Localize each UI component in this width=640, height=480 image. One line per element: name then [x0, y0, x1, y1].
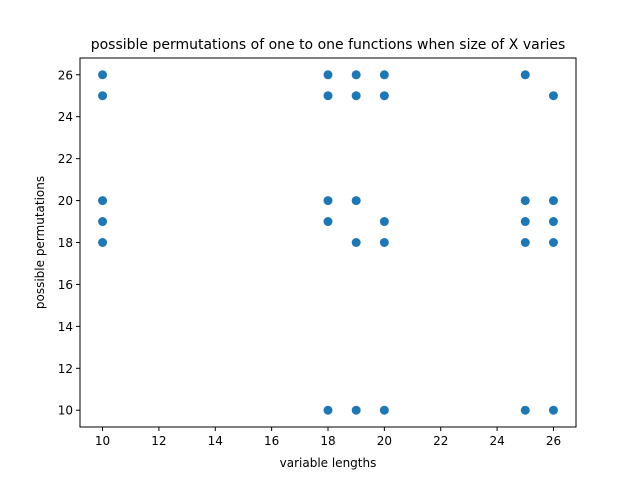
chart-title: possible permutations of one to one func…: [91, 37, 566, 53]
data-point: [98, 196, 108, 206]
y-axis-label: possible permutations: [33, 176, 47, 309]
x-tick-label: 14: [208, 434, 223, 448]
data-point: [379, 70, 389, 80]
x-tick-label: 10: [95, 434, 110, 448]
data-point: [98, 238, 108, 247]
data-point: [379, 91, 389, 101]
y-tick-label: 26: [58, 68, 73, 82]
y-tick-label: 18: [58, 236, 73, 250]
y-tick-label: 22: [58, 152, 73, 166]
x-tick-label: 24: [489, 434, 504, 448]
data-point: [520, 196, 530, 206]
data-point: [98, 70, 108, 80]
axis-ticks: 10 12 14 16 18 20 22 24 26 10 12 14 16 18 20 22 24 26: [58, 68, 561, 448]
x-tick-label: 12: [151, 434, 166, 448]
x-tick-label: 18: [320, 434, 335, 448]
data-point: [351, 405, 361, 415]
data-point: [351, 70, 361, 80]
data-point: [323, 196, 333, 206]
data-point: [548, 91, 558, 101]
data-point: [548, 405, 558, 415]
data-point: [351, 196, 361, 206]
data-point: [379, 238, 389, 247]
x-tick-label: 16: [264, 434, 279, 448]
data-point: [98, 91, 108, 101]
data-point: [351, 91, 361, 101]
data-point: [520, 238, 530, 247]
data-point: [548, 217, 558, 227]
data-point: [379, 217, 389, 227]
data-point: [323, 70, 333, 80]
x-tick-label: 22: [433, 434, 448, 448]
y-tick-label: 12: [58, 362, 73, 376]
data-point: [98, 217, 108, 227]
y-tick-label: 14: [58, 320, 73, 334]
x-tick-label: 20: [377, 434, 392, 448]
data-point: [520, 217, 530, 227]
data-point: [379, 405, 389, 415]
y-tick-label: 20: [58, 194, 73, 208]
y-tick-label: 24: [58, 110, 73, 124]
data-point: [548, 196, 558, 206]
data-point: [323, 91, 333, 101]
data-point: [351, 238, 361, 247]
x-axis-label: variable lengths: [280, 456, 377, 470]
data-point: [520, 405, 530, 415]
data-point: [323, 405, 333, 415]
data-point: [520, 70, 530, 80]
data-point: [323, 217, 333, 227]
y-tick-label: 10: [58, 404, 73, 418]
y-tick-label: 16: [58, 278, 73, 292]
x-tick-label: 26: [546, 434, 561, 448]
data-points: [98, 70, 558, 415]
data-point: [548, 238, 558, 247]
plot-area-frame: [79, 57, 577, 428]
